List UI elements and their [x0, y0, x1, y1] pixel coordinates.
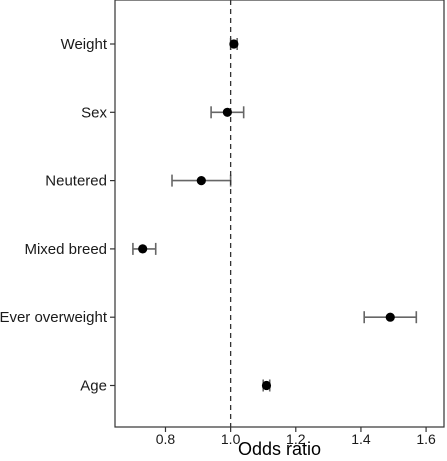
- points-layer: [138, 39, 395, 391]
- x-tick-label-2: 1.2: [286, 431, 306, 447]
- point-sex: [222, 107, 232, 117]
- x-axis-title: Odds ratio: [238, 439, 321, 459]
- y-axis-labels: Weight Sex Neutered Mixed breed Ever overwei…: [0, 36, 115, 395]
- y-label-ever-overweight: Ever overweight: [0, 309, 108, 326]
- y-label-mixed-breed: Mixed breed: [24, 241, 107, 258]
- x-tick-label-3: 1.4: [351, 431, 371, 447]
- y-label-sex: Sex: [81, 104, 107, 121]
- x-tick-label-0: 0.8: [156, 431, 176, 447]
- y-label-neutered: Neutered: [45, 173, 107, 190]
- x-tick-label-1: 1.0: [221, 431, 241, 447]
- plot-panel: [114, 0, 445, 428]
- x-axis-ticks: 0.8 1.0 1.2 1.4 1.6: [156, 427, 436, 447]
- y-label-age: Age: [80, 378, 107, 395]
- x-tick-label-4: 1.6: [416, 431, 436, 447]
- point-weight: [229, 39, 239, 49]
- point-neutered: [196, 176, 206, 186]
- point-age: [261, 380, 272, 391]
- point-mixed-breed: [138, 244, 148, 254]
- y-label-weight: Weight: [61, 36, 108, 53]
- point-ever-overweight: [385, 312, 395, 322]
